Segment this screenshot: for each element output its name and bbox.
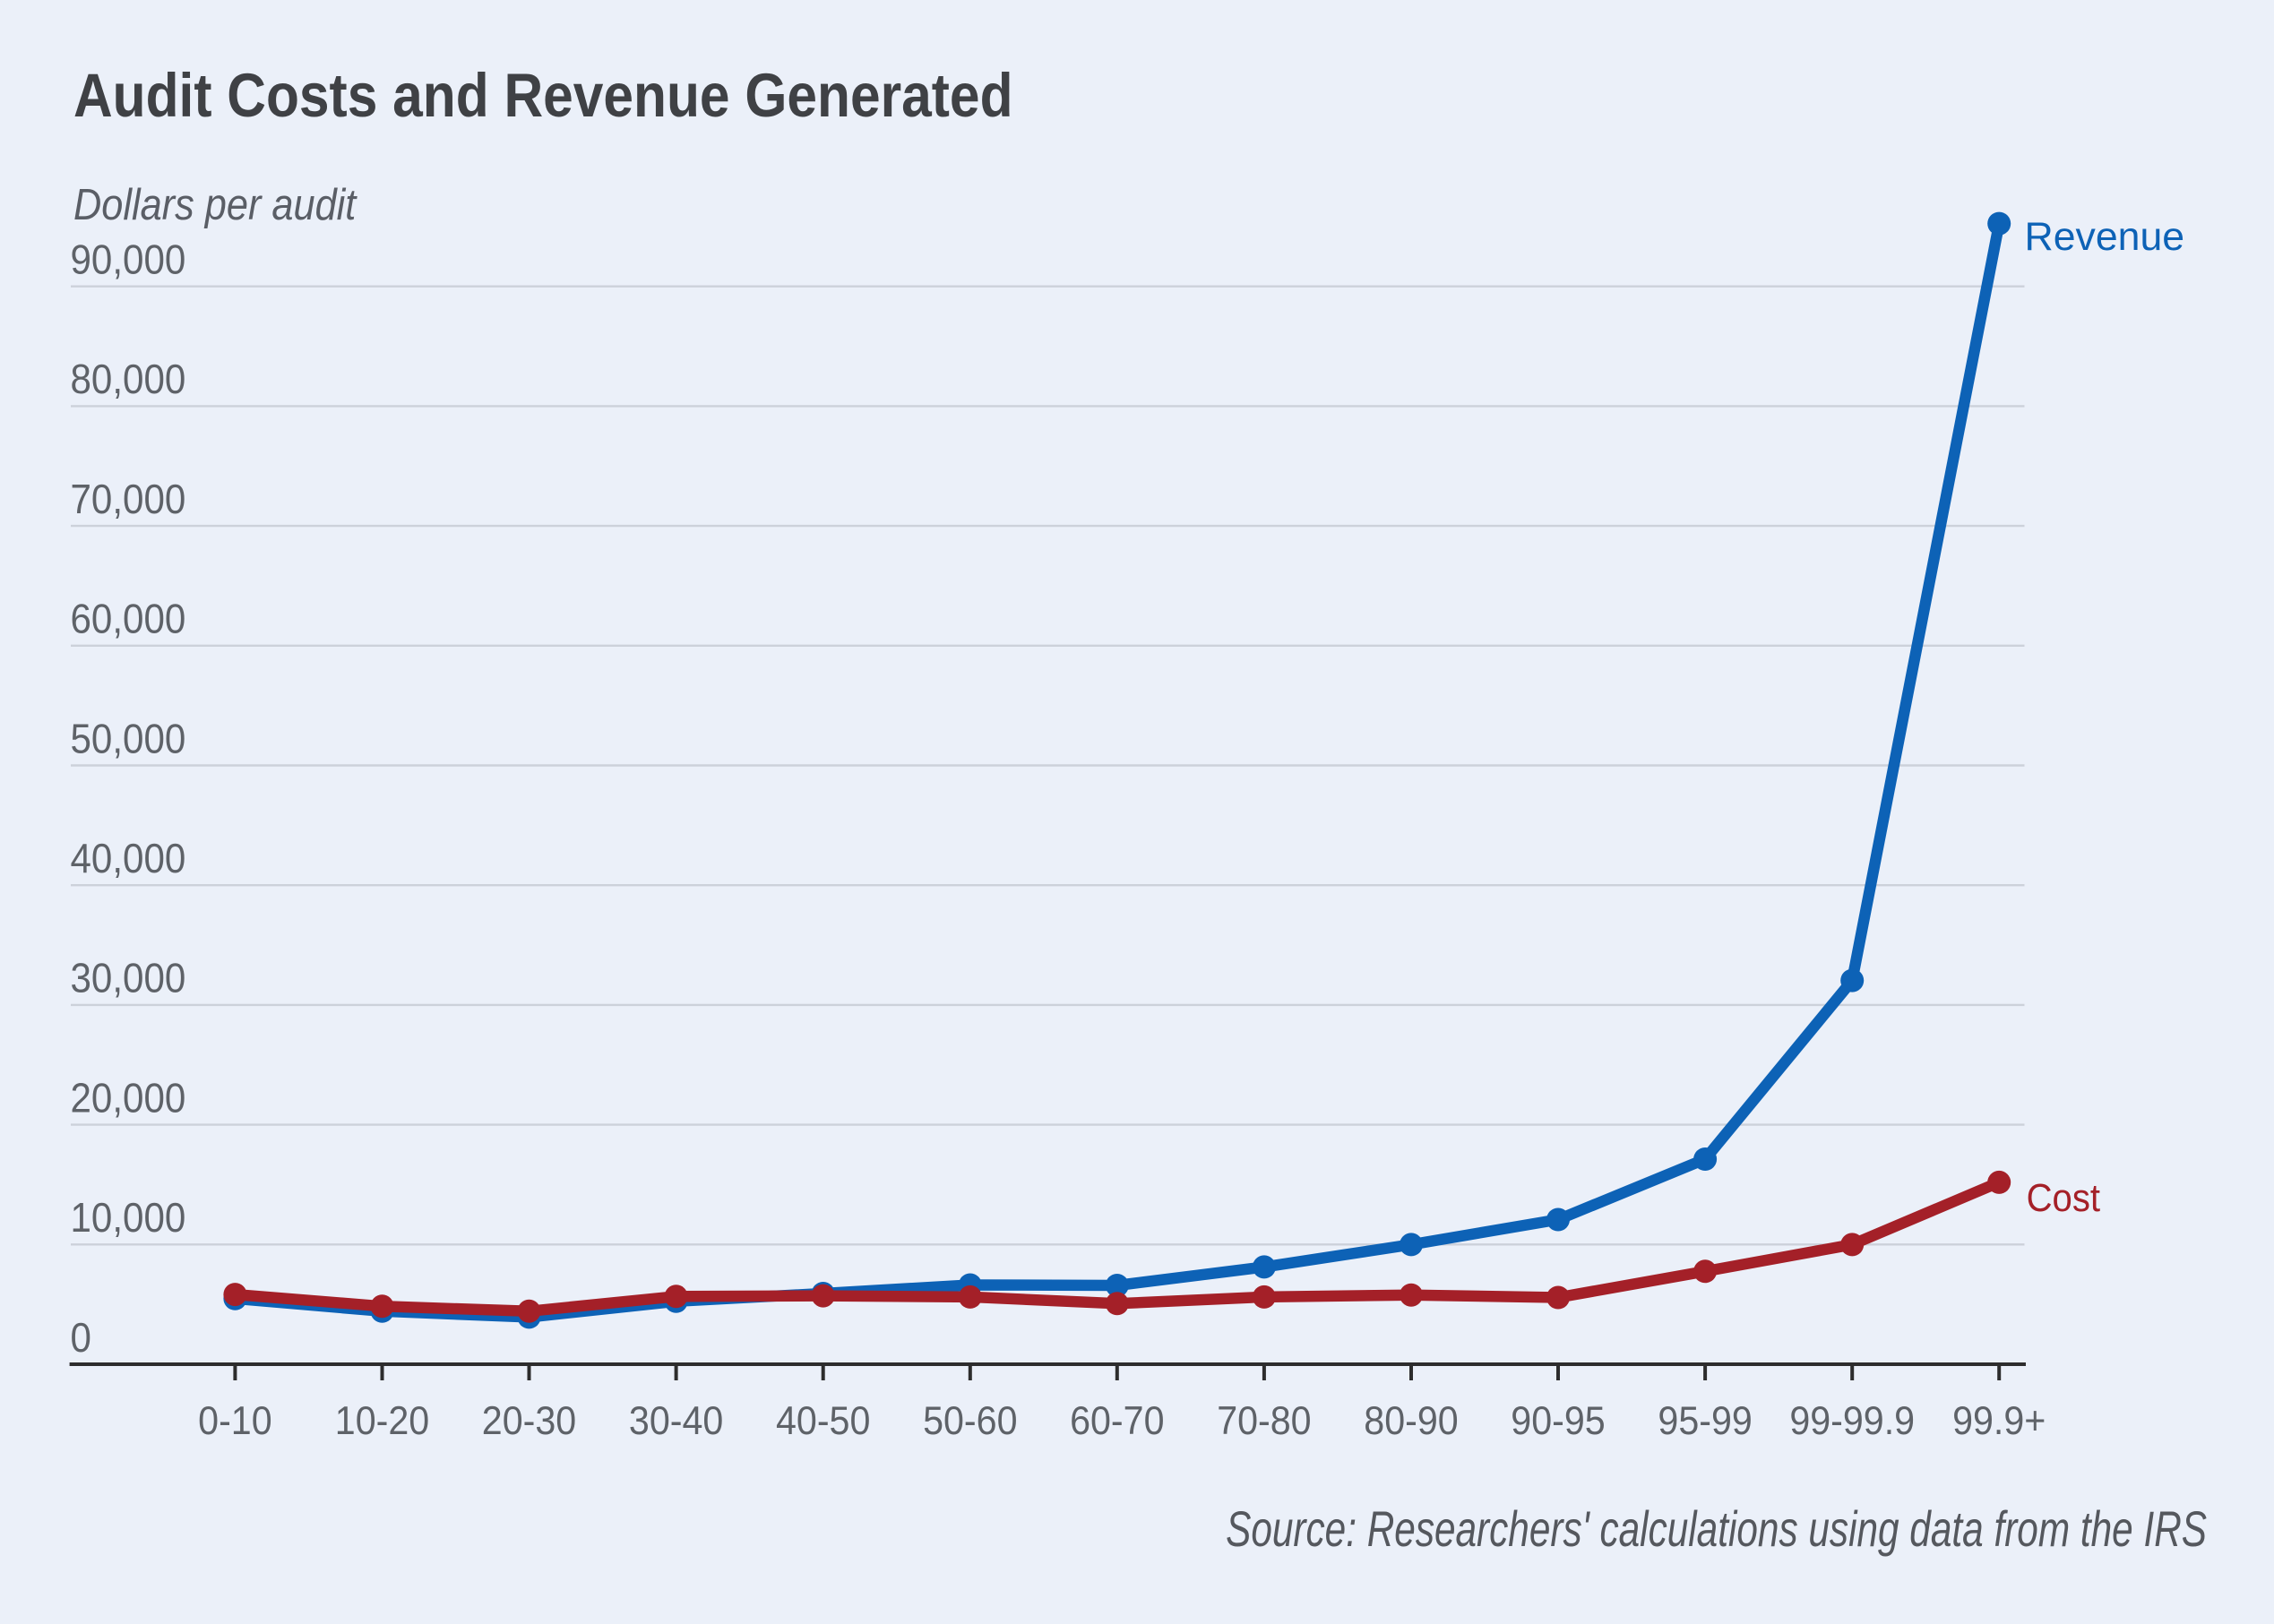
svg-text:10-20: 10-20	[335, 1398, 429, 1443]
svg-text:Cost: Cost	[2027, 1175, 2101, 1219]
svg-text:70-80: 70-80	[1217, 1398, 1311, 1443]
svg-text:50,000: 50,000	[71, 716, 186, 762]
svg-text:Source: Researchers' calculati: Source: Researchers' calculations using …	[1226, 1500, 2207, 1557]
svg-text:90,000: 90,000	[71, 237, 186, 284]
svg-text:Revenue: Revenue	[2025, 215, 2185, 259]
svg-text:0-10: 0-10	[198, 1398, 271, 1443]
svg-text:50-60: 50-60	[923, 1398, 1017, 1443]
svg-text:70,000: 70,000	[71, 477, 186, 523]
svg-text:60-70: 60-70	[1070, 1398, 1164, 1443]
svg-text:10,000: 10,000	[71, 1195, 186, 1242]
svg-text:20,000: 20,000	[71, 1075, 186, 1121]
svg-text:40,000: 40,000	[71, 836, 186, 882]
svg-text:80,000: 80,000	[71, 357, 186, 403]
svg-text:Audit Costs and Revenue Genera: Audit Costs and Revenue Generated	[73, 62, 1013, 130]
svg-text:Dollars per audit: Dollars per audit	[73, 179, 357, 228]
svg-text:20-30: 20-30	[482, 1398, 576, 1443]
svg-text:90-95: 90-95	[1511, 1398, 1605, 1443]
svg-text:99.9+: 99.9+	[1952, 1398, 2046, 1443]
svg-text:40-50: 40-50	[776, 1398, 870, 1443]
svg-text:0: 0	[71, 1315, 91, 1362]
svg-text:30,000: 30,000	[71, 956, 186, 1002]
svg-text:60,000: 60,000	[71, 597, 186, 643]
svg-text:80-90: 80-90	[1364, 1398, 1458, 1443]
svg-text:99-99.9: 99-99.9	[1789, 1398, 1915, 1443]
svg-text:30-40: 30-40	[629, 1398, 723, 1443]
svg-text:95-99: 95-99	[1658, 1398, 1752, 1443]
